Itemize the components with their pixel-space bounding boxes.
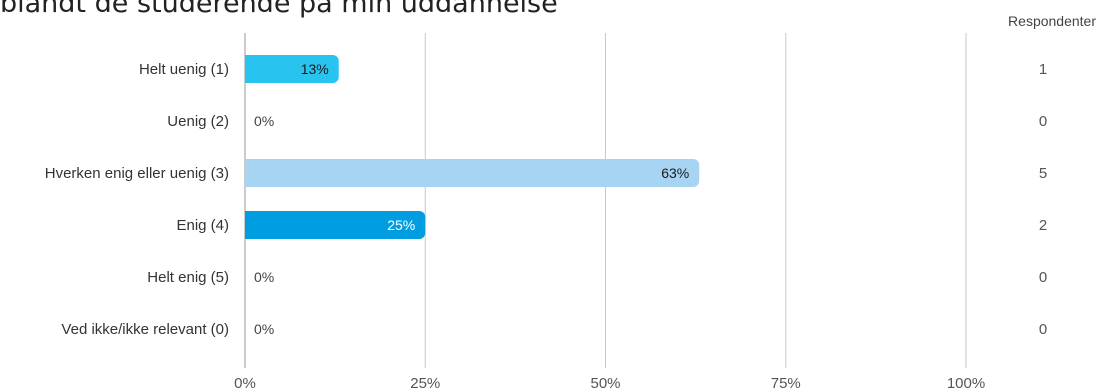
bar xyxy=(245,159,700,187)
category-label: Helt uenig (1) xyxy=(139,61,229,78)
category-label: Uenig (2) xyxy=(167,113,229,130)
data-label: 0% xyxy=(254,321,274,337)
bar xyxy=(245,55,339,83)
respondent-count: 0 xyxy=(1039,113,1047,130)
respondent-count: 2 xyxy=(1039,217,1047,234)
respondents-column: Respondenter 1 0 5 2 0 0 xyxy=(1008,13,1096,338)
x-tick-label: 100% xyxy=(947,375,985,390)
respondent-count: 5 xyxy=(1039,165,1047,182)
respondent-count: 0 xyxy=(1039,269,1047,286)
bar xyxy=(245,211,426,239)
data-label: 13% xyxy=(301,61,329,77)
bar-left-edge xyxy=(245,159,253,187)
chart-title: blandt de studerende på min uddannelse xyxy=(0,0,558,19)
x-axis-ticks: 0% 25% 50% 75% 100% xyxy=(234,375,985,390)
data-label: 63% xyxy=(661,165,689,181)
data-label: 25% xyxy=(387,217,415,233)
data-label: 0% xyxy=(254,113,274,129)
x-tick-label: 75% xyxy=(771,375,801,390)
category-label: Enig (4) xyxy=(176,217,229,234)
gridlines xyxy=(244,33,967,368)
x-tick-label: 0% xyxy=(234,375,256,390)
category-label: Ved ikke/ikke relevant (0) xyxy=(61,321,229,338)
category-label: Helt enig (5) xyxy=(147,269,229,286)
respondents-header: Respondenter xyxy=(1008,13,1096,29)
respondent-count: 0 xyxy=(1039,321,1047,338)
data-label: 0% xyxy=(254,269,274,285)
x-tick-label: 25% xyxy=(410,375,440,390)
respondent-count: 1 xyxy=(1039,61,1047,78)
category-labels: Helt uenig (1) Uenig (2) Hverken enig elle… xyxy=(45,61,229,338)
x-tick-label: 50% xyxy=(590,375,620,390)
bars: 13% 0% 63% 25% 0% 0% xyxy=(245,55,700,337)
bar-left-edge xyxy=(245,55,253,83)
category-label: Hverken enig eller uenig (3) xyxy=(45,165,229,182)
bar-left-edge xyxy=(245,211,253,239)
